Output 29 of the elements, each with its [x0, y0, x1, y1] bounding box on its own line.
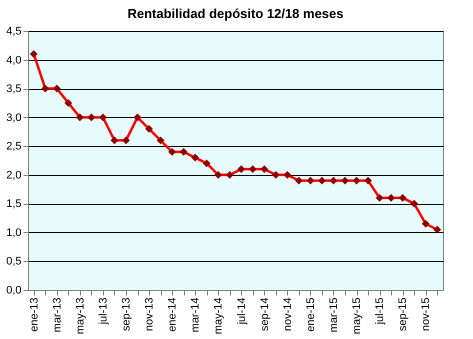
- x-tick-label: mar-15: [328, 298, 340, 332]
- x-tick-label: nov-14: [282, 298, 294, 332]
- y-tick-label: 2,5: [6, 140, 22, 153]
- y-tick-label: 1,0: [6, 226, 22, 239]
- x-tick-label: jul-13: [97, 298, 110, 326]
- x-tick-label: sep-14: [258, 298, 271, 332]
- x-tick-label: ene-13: [28, 298, 40, 332]
- y-tick-label: 1,5: [6, 198, 22, 210]
- y-tick-label: 0,0: [6, 284, 22, 296]
- x-tick-label: sep-13: [120, 298, 132, 332]
- x-tick-label: jul-14: [236, 298, 248, 326]
- y-tick-label: 2,0: [6, 169, 22, 182]
- y-tick-label: 4,0: [6, 54, 22, 66]
- y-tick-label: 0,5: [6, 256, 22, 268]
- x-tick-label: mar-13: [51, 298, 64, 332]
- x-tick-label: ene-15: [304, 298, 317, 332]
- x-tick-label: nov-15: [420, 298, 432, 332]
- x-tick-label: may-13: [74, 298, 86, 334]
- x-tick-label: sep-15: [397, 298, 410, 332]
- y-tick-label: 3,0: [6, 112, 22, 124]
- x-tick-label: may-15: [351, 298, 364, 334]
- y-tick-label: 4,5: [6, 26, 22, 38]
- x-tick-label: may-14: [212, 298, 225, 334]
- x-tick-label: ene-14: [166, 298, 179, 332]
- chart-title: Rentabilidad depósito 12/18 meses: [127, 6, 344, 21]
- x-tick-label: nov-13: [144, 298, 156, 332]
- x-tick-label: jul-15: [374, 298, 386, 326]
- y-tick-label: 3,5: [6, 83, 22, 96]
- x-tick-label: mar-14: [190, 298, 202, 332]
